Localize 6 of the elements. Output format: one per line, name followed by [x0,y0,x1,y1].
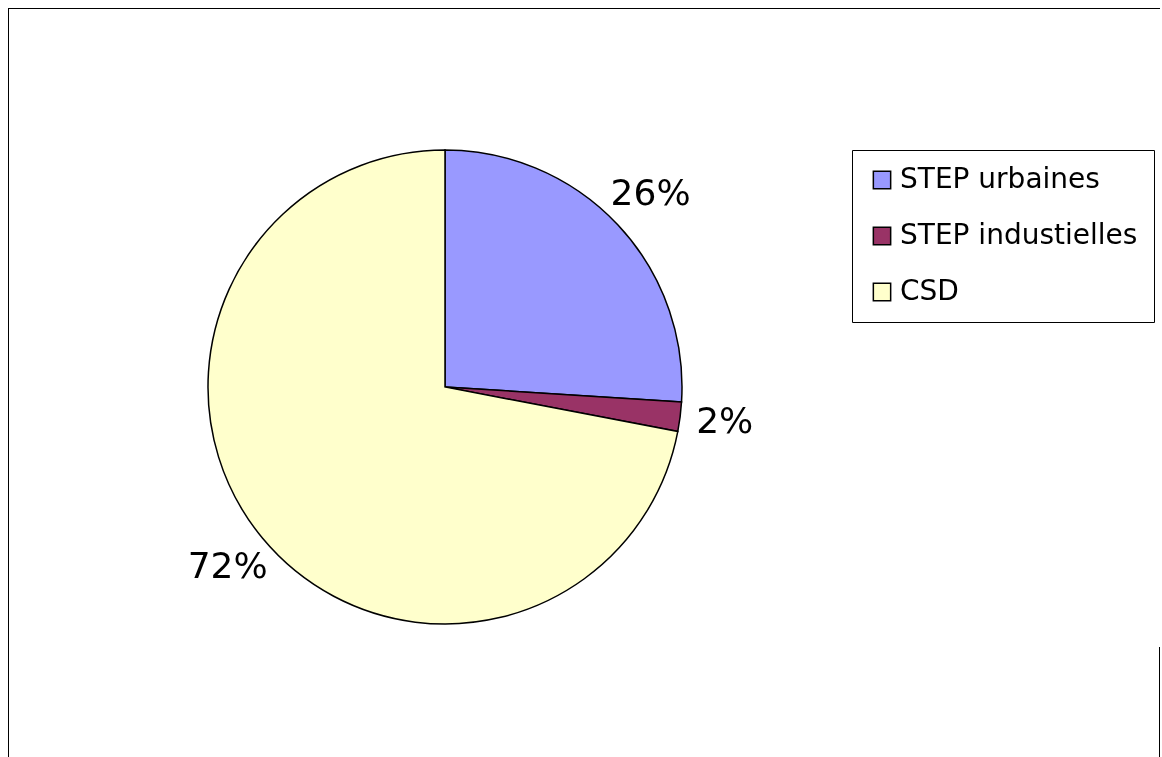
data-label: 2% [696,400,754,442]
legend-label: STEP industielles [900,218,1138,251]
legend-label: STEP urbaines [900,162,1100,195]
data-label: 72% [187,544,268,586]
legend-label: CSD [900,274,959,307]
data-label: 26% [610,171,691,213]
